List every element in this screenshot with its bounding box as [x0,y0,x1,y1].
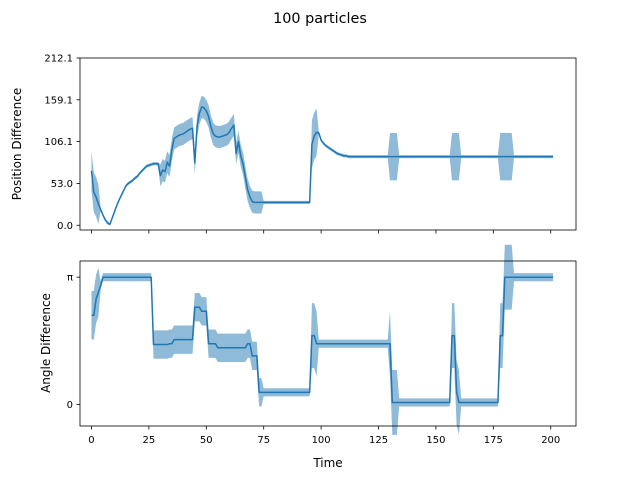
top-y-tick-label: 106.1 [44,137,73,148]
bottom-y-ticks: 0π [67,273,80,411]
top-y-ticks: 0.0 53.0 106.1 159.1 212.1 [44,54,80,232]
bottom-band-layer [91,244,554,435]
top-y-tick-label: 0.0 [57,221,73,232]
top-axes-frame [79,57,577,231]
top-band-layer [91,95,554,226]
bottom-x-tick-label: 100 [312,435,331,446]
top-y-tick-label: 159.1 [44,95,73,106]
bottom-x-tick-label: 0 [88,435,94,446]
bottom-line-layer [91,276,554,404]
bottom-y-tick-label: 0 [67,400,73,411]
bottom-x-tick-label: 125 [369,435,388,446]
bottom-x-tick-label: 175 [484,435,503,446]
bottom-mean-line [91,276,554,404]
bottom-axes-frame [79,260,577,427]
top-y-axis-label: Position Difference [10,88,24,200]
top-line-layer [90,106,554,226]
bottom-x-ticks: 0 25 50 75 100 125 150 175 200 [88,426,560,446]
bottom-x-axis-label: Time [312,456,342,470]
top-x-ticks [91,230,552,234]
top-confidence-band [91,95,554,226]
bottom-y-tick-label: π [67,273,73,284]
bottom-subplot: 0 25 50 75 100 125 150 175 200 0π Angle Differen… [39,244,577,470]
top-y-tick-label: 212.1 [44,54,73,65]
bottom-confidence-band [91,244,554,435]
top-mean-line [90,106,554,226]
bottom-x-tick-label: 50 [200,435,213,446]
bottom-x-tick-label: 150 [426,435,445,446]
top-y-tick-label: 53.0 [51,179,73,190]
bottom-y-axis-label: Angle Difference [39,293,53,393]
top-subplot: 0.0 53.0 106.1 159.1 212.1 Position Differen… [10,54,577,234]
bottom-x-tick-label: 25 [143,435,156,446]
bottom-x-tick-label: 75 [257,435,270,446]
figure-title: 100 particles [273,11,367,27]
bottom-x-tick-label: 200 [541,435,560,446]
